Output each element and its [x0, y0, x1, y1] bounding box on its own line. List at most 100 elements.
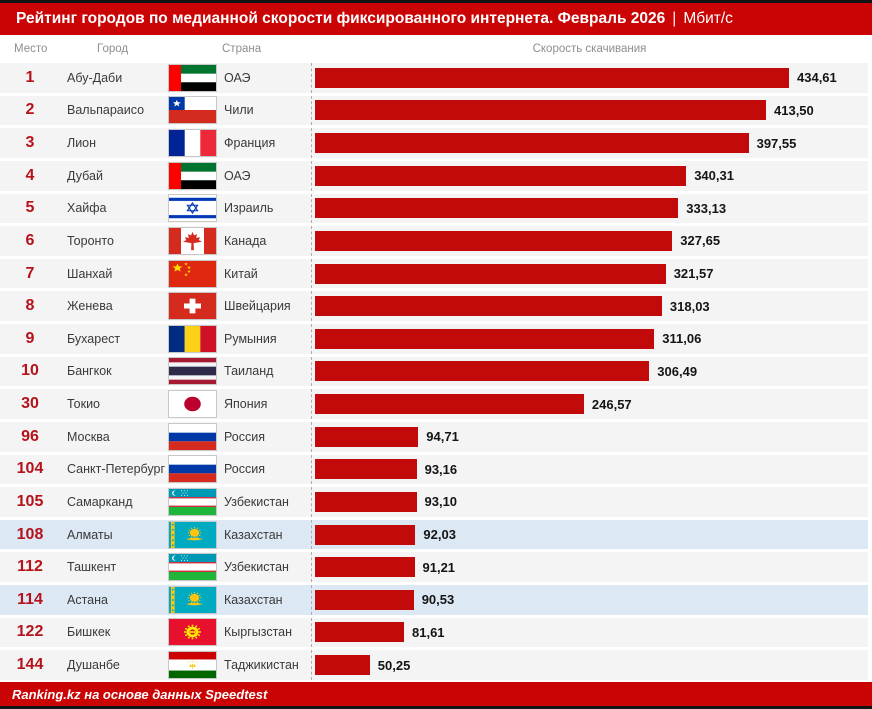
table-row: 114 Астана Казахстан 90,53	[0, 585, 868, 615]
speed-bar-area: 434,61	[311, 63, 868, 93]
speed-bar-area: 321,57	[311, 258, 868, 289]
speed-bar	[315, 165, 687, 186]
speed-bar	[315, 296, 662, 317]
speed-bar	[315, 622, 404, 643]
country-name: Израиль	[224, 201, 274, 216]
city-name: Бангкок	[67, 364, 112, 379]
city-name: Вальпараисо	[67, 103, 145, 118]
flag-romania-icon	[168, 324, 217, 353]
speed-bar	[315, 328, 655, 349]
speed-bar-area: 333,13	[311, 193, 868, 224]
country-name: ОАЭ	[224, 168, 251, 183]
city-name: Самарканд	[67, 494, 133, 509]
rank-value: 4	[25, 166, 35, 184]
rank-value: 6	[25, 231, 35, 249]
city-name: Хайфа	[67, 201, 107, 216]
speed-bar-area: 93,10	[311, 487, 868, 517]
flag-thailand-icon	[168, 357, 217, 386]
column-header-city: Город	[97, 43, 129, 55]
flag-uzbekistan-icon	[168, 553, 217, 582]
title-unit: Мбит/с	[683, 10, 733, 27]
speed-value: 306,49	[657, 363, 698, 379]
city-name: Лион	[67, 136, 97, 151]
speed-bar-area: 94,71	[311, 421, 868, 452]
rank-value: 96	[21, 427, 39, 445]
rank-value: 30	[21, 395, 39, 413]
city-name: Токио	[67, 397, 101, 412]
flag-russia-icon	[168, 455, 217, 484]
city-name: Бухарест	[67, 331, 121, 346]
speed-bar-area: 340,31	[311, 160, 868, 191]
title-bar: Рейтинг городов по медианной скорости фи…	[0, 3, 872, 35]
country-name: Россия	[224, 462, 265, 477]
speed-bar-area: 81,61	[311, 617, 868, 648]
flag-uae-icon	[168, 161, 217, 190]
flag-israel-icon	[168, 194, 217, 223]
flag-russia-icon	[168, 422, 217, 451]
speed-bar	[315, 230, 673, 251]
speed-value: 434,61	[797, 70, 837, 86]
speed-bar	[315, 557, 415, 578]
rank-value: 5	[25, 199, 35, 217]
table-row: 105 Самарканд Узбекистан 93,10	[0, 487, 868, 517]
country-name: Чили	[224, 103, 254, 118]
table-row: 6 Торонто Канада 327,65	[0, 226, 868, 256]
city-name: Женева	[67, 299, 113, 314]
city-name: Алматы	[67, 527, 113, 542]
country-name: Таджикистан	[224, 658, 299, 673]
speed-bar-area: 413,50	[311, 95, 868, 126]
speed-bar	[315, 361, 650, 382]
speed-bar-area: 50,25	[311, 650, 868, 680]
speed-value: 321,57	[673, 266, 714, 282]
speed-value: 318,03	[669, 298, 710, 314]
country-name: ОАЭ	[224, 70, 251, 85]
speed-bar-area: 311,06	[311, 324, 868, 354]
flag-japan-icon	[168, 390, 217, 419]
speed-bar-area: 246,57	[311, 389, 868, 419]
speed-bar	[315, 198, 679, 219]
table-row: 96 Москва Россия 94,71	[0, 421, 868, 452]
speed-bar	[315, 67, 789, 88]
table-row: 104 Санкт-Петербург Россия 93,16	[0, 454, 868, 485]
table-row: 4 Дубай ОАЭ 340,31	[0, 160, 868, 191]
speed-bar-area: 327,65	[311, 226, 868, 256]
flag-france-icon	[168, 129, 217, 158]
column-header-row: Место Город Страна Скорость скачивания	[0, 35, 872, 63]
table-row: 1 Абу-Даби ОАЭ 434,61	[0, 63, 868, 93]
city-name: Абу-Даби	[67, 70, 123, 85]
speed-bar	[315, 263, 666, 284]
flag-kazakhstan-icon	[168, 520, 217, 549]
flag-tajikistan-icon	[168, 651, 217, 680]
speed-bar	[315, 491, 417, 512]
country-name: Таиланд	[224, 364, 274, 379]
table-row: 144 Душанбе Таджикистан 50,25	[0, 650, 868, 680]
speed-bar	[315, 100, 766, 121]
rank-value: 7	[25, 264, 35, 282]
table-row: 7 Шанхай Китай 321,57	[0, 258, 868, 289]
country-name: Швейцария	[224, 299, 291, 314]
flag-uae-icon	[168, 63, 217, 92]
table-row: 8 Женева Швейцария 318,03	[0, 291, 868, 321]
speed-bar	[315, 589, 414, 610]
country-name: Румыния	[224, 331, 277, 346]
speed-value: 333,13	[686, 200, 727, 216]
rank-value: 10	[21, 362, 39, 380]
speed-value: 93,10	[424, 494, 458, 510]
flag-canada-icon	[168, 226, 217, 255]
rank-value: 108	[16, 525, 44, 543]
speed-bar	[315, 394, 584, 415]
footer-bar: Ranking.kz на основе данных Speedtest	[0, 682, 872, 706]
speed-value: 311,06	[662, 331, 702, 347]
rank-value: 2	[25, 101, 35, 119]
table-row: 112 Ташкент Узбекистан 91,21	[0, 552, 868, 582]
table-row: 122 Бишкек Кыргызстан 81,61	[0, 617, 868, 648]
country-name: Франция	[224, 136, 276, 151]
country-name: Япония	[224, 397, 268, 412]
source-credit: Ranking.kz на основе данных Speedtest	[12, 686, 268, 702]
city-name: Душанбе	[67, 658, 120, 673]
speed-bar-area: 318,03	[311, 291, 868, 321]
city-name: Москва	[67, 429, 110, 444]
country-name: Казахстан	[224, 527, 283, 542]
speed-value: 246,57	[591, 396, 632, 412]
